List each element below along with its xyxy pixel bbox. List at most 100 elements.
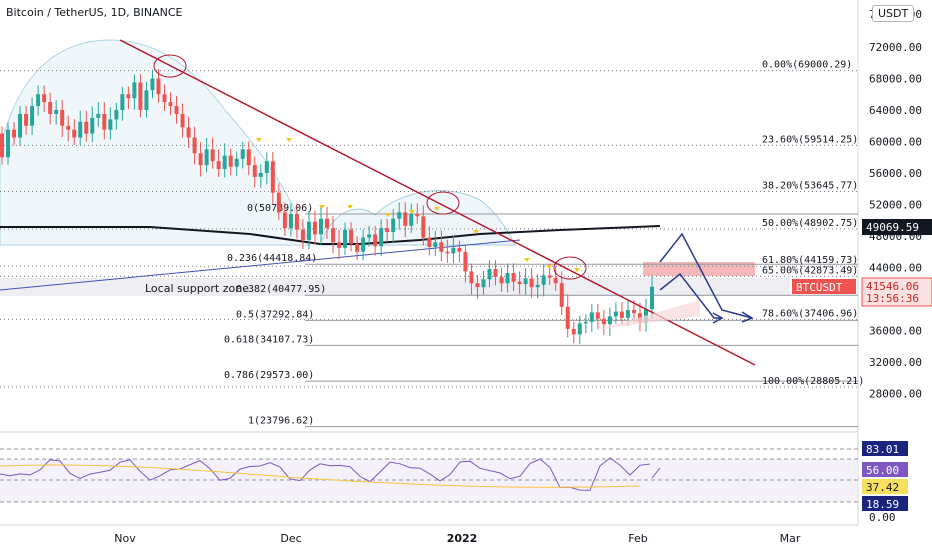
candle-body [78, 121, 83, 138]
candle-body [361, 237, 366, 252]
rsi-badge-text: 18.59 [866, 498, 899, 511]
candle-body [571, 328, 576, 335]
candle-body [511, 273, 516, 282]
candle-body [541, 275, 546, 285]
rsi-badge [862, 441, 908, 456]
time-axis-label: 2022 [447, 532, 478, 545]
signal-marker [524, 258, 530, 262]
fib-left-label: 1(23796.62) [248, 416, 314, 427]
rsi-ma-line [0, 464, 641, 488]
signal-marker [286, 138, 292, 142]
candle-body [234, 158, 239, 167]
candle-body [547, 275, 552, 278]
candle-body [631, 310, 636, 314]
wedge-shape [595, 300, 700, 330]
candle-body [535, 284, 540, 288]
price-axis-label: 52000.00 [869, 199, 922, 212]
candle-body [595, 312, 600, 319]
signal-marker [409, 210, 415, 214]
candle-body [619, 311, 624, 318]
candle-body [451, 247, 456, 254]
trend-touch-circle [153, 54, 187, 78]
long-support-line [0, 239, 521, 291]
candle-body [505, 273, 510, 284]
candle-body [553, 277, 558, 284]
signal-marker [473, 230, 479, 234]
candle-body [258, 173, 263, 177]
signal-marker [347, 205, 353, 209]
time-axis-label: Dec [280, 532, 301, 545]
candle-body [120, 94, 125, 110]
price-axis-label: 68000.00 [869, 73, 922, 86]
candle-body [54, 110, 59, 114]
candle-body [565, 306, 570, 329]
candle-body [583, 321, 588, 324]
candle-body [499, 276, 504, 284]
downtrend-line [119, 39, 756, 366]
candle-body [6, 129, 11, 158]
symbol-badge [792, 279, 856, 294]
candle-body [457, 247, 462, 252]
trend-touch-circle [426, 191, 460, 215]
price-axis-label: 44000.00 [869, 262, 922, 275]
candle-body [403, 212, 408, 226]
candle-body [487, 269, 492, 280]
currency-button[interactable]: USDT [872, 5, 915, 22]
fib-right-label: 100.00%(28805.21) [762, 376, 864, 387]
candle-body [192, 137, 197, 154]
time-axis-label: Nov [114, 532, 136, 545]
candle-body [607, 316, 612, 325]
candle-body [90, 117, 95, 134]
fib-right-label: 50.00%(48902.75) [762, 218, 858, 229]
candle-body [439, 242, 444, 252]
rsi-line-tail [651, 467, 661, 479]
candle-body [529, 278, 534, 288]
candle-body [240, 149, 245, 159]
price-axis-label: 56000.00 [869, 167, 922, 180]
price-axis-label: 64000.00 [869, 104, 922, 117]
candle-body [24, 113, 29, 126]
candle-body [150, 78, 155, 91]
candle-body [427, 237, 432, 248]
candle-body [312, 221, 317, 235]
candle-body [60, 110, 65, 126]
price-axis-label: 32000.00 [869, 356, 922, 369]
support-zone-label: Local support zone [145, 282, 249, 295]
fib-right-label: 0.00%(69000.29) [762, 60, 852, 71]
candle-body [264, 161, 269, 173]
candle-body [210, 149, 215, 162]
candle-body [108, 119, 113, 130]
candle-body [463, 251, 468, 272]
candle-body [84, 121, 89, 134]
candle-body [216, 161, 221, 170]
candle-body [589, 312, 594, 322]
signal-marker [319, 205, 325, 209]
candle-body [252, 165, 257, 177]
candle-body [228, 155, 233, 167]
candle-body [318, 218, 323, 235]
candle-body [306, 221, 311, 240]
rsi-axis-zero: 0.00 [869, 511, 896, 524]
fib-left-label: 0.236(44418.84) [227, 253, 317, 264]
candle-body [30, 106, 35, 126]
candle-body [409, 213, 414, 226]
chart-title: Bitcoin / TetherUS, 1D, BINANCE [6, 6, 183, 19]
candle-body [72, 129, 77, 138]
price-axis-label: 60000.00 [869, 136, 922, 149]
rsi-badge [862, 462, 908, 477]
fib-right-label: 61.80%(44159.73) [762, 255, 858, 266]
candle-body [355, 243, 360, 252]
candle-body [18, 113, 23, 138]
fib-right-label: 38.20%(53645.77) [762, 181, 858, 192]
candle-body [12, 129, 17, 138]
rsi-badge-text: 83.01 [866, 443, 899, 456]
fib-right-label: 23.60%(59514.25) [762, 134, 858, 145]
candle-body [331, 228, 336, 243]
fib-right-label: 78.60%(37406.96) [762, 308, 858, 319]
rsi-badge [862, 479, 908, 494]
symbol-badge-text: BTCUSDT [796, 281, 843, 294]
ma-badge-text: 49069.59 [866, 221, 919, 234]
fib-right-label: 65.00%(42873.49) [762, 265, 858, 276]
time-axis-label: Mar [780, 532, 801, 545]
